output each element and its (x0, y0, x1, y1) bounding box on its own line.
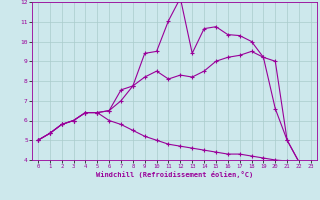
X-axis label: Windchill (Refroidissement éolien,°C): Windchill (Refroidissement éolien,°C) (96, 171, 253, 178)
